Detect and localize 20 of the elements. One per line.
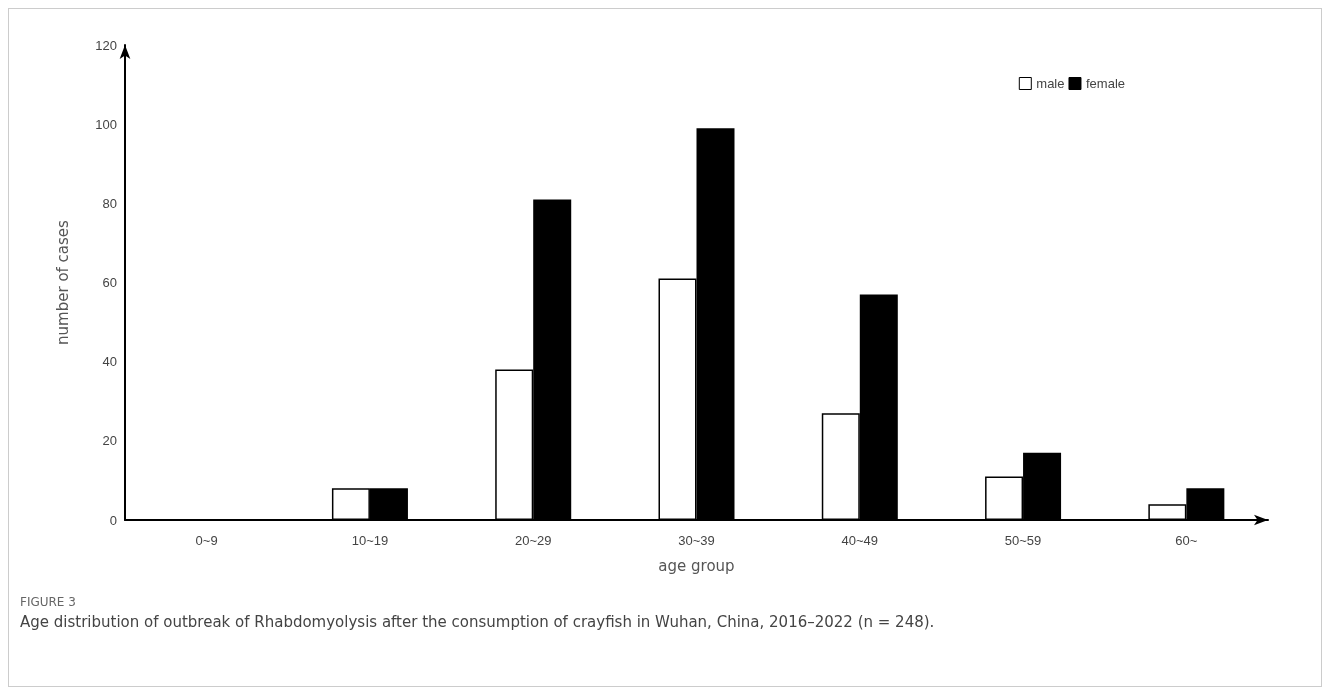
y-tick-label: 120 [95, 37, 117, 53]
y-tick-label: 100 [95, 116, 117, 132]
y-tick-label: 20 [102, 433, 117, 449]
legend-label: female [1085, 76, 1126, 91]
x-tick-label: 60~ [1175, 533, 1198, 548]
legend-label: male [1036, 76, 1065, 91]
x-tick-label: 10~19 [351, 533, 389, 548]
y-tick-label: 0 [109, 512, 117, 528]
y-tick-label: 40 [102, 354, 117, 370]
x-axis-title: age group [658, 556, 735, 575]
caption: FIGURE 3 [20, 595, 77, 609]
x-tick-label: 30~39 [678, 533, 715, 548]
y-tick-label: 60 [102, 275, 117, 290]
y-axis-title: number of cases [53, 219, 72, 345]
x-tick-label: 40~49 [841, 533, 879, 548]
x-tick-label: 0~9 [195, 533, 218, 548]
y-tick-label: 80 [102, 195, 117, 211]
x-tick-label: 20~29 [514, 533, 552, 548]
text: Age distribution of outbreak of Rhabdomyolysis after the consumption of crayfish in Wuhan, China, 2016–2022 (n = 248). [20, 613, 936, 631]
x-tick-label: 50~59 [1004, 533, 1042, 548]
